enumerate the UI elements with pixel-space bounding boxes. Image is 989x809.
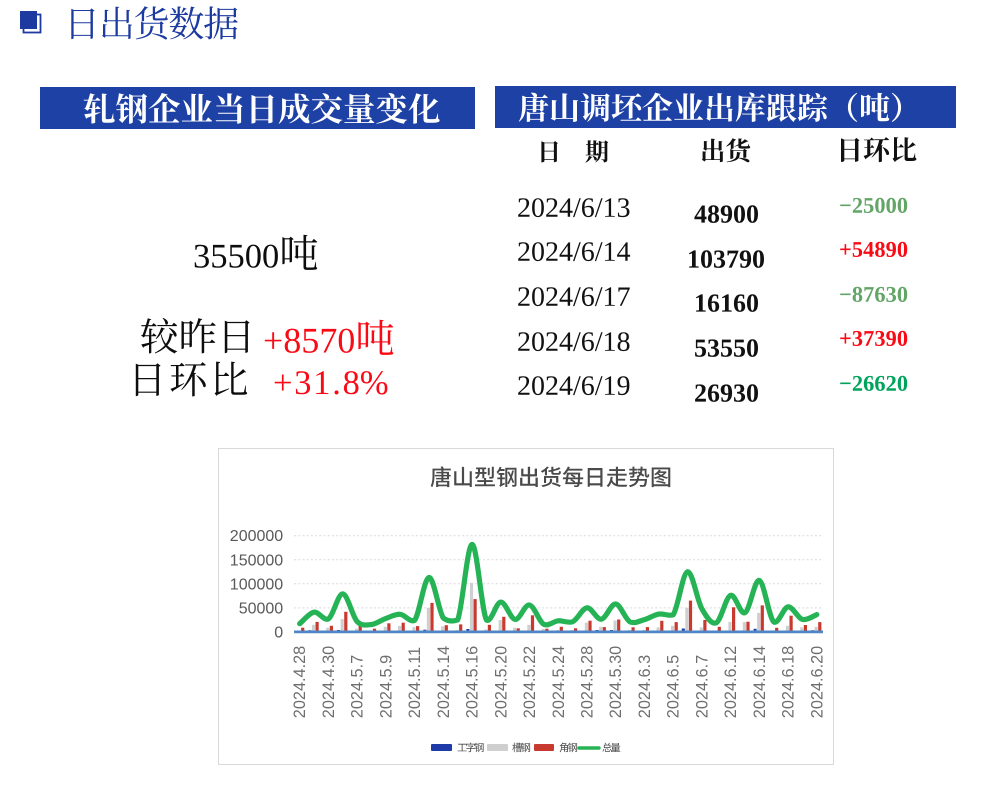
- svg-text:2024.5.7: 2024.5.7: [349, 655, 367, 718]
- svg-text:2024.5.14: 2024.5.14: [435, 646, 453, 718]
- svg-text:2024.6.7: 2024.6.7: [694, 655, 712, 718]
- svg-text:2024.4.30: 2024.4.30: [320, 646, 338, 718]
- svg-text:50000: 50000: [239, 601, 284, 618]
- svg-text:100000: 100000: [230, 577, 283, 594]
- svg-text:2024.6.3: 2024.6.3: [636, 655, 654, 718]
- svg-text:2024.5.22: 2024.5.22: [521, 646, 539, 718]
- svg-text:2024.5.9: 2024.5.9: [378, 655, 396, 718]
- svg-text:2024.5.28: 2024.5.28: [579, 646, 597, 718]
- svg-text:2024.5.11: 2024.5.11: [406, 647, 424, 718]
- svg-text:200000: 200000: [230, 528, 283, 545]
- svg-text:2024.6.12: 2024.6.12: [722, 646, 740, 718]
- svg-text:2024.6.18: 2024.6.18: [780, 646, 798, 718]
- svg-text:2024.5.20: 2024.5.20: [493, 646, 511, 718]
- svg-text:0: 0: [275, 625, 284, 642]
- svg-text:2024.6.20: 2024.6.20: [809, 646, 827, 718]
- svg-text:2024.6.5: 2024.6.5: [665, 655, 683, 718]
- svg-text:2024.5.16: 2024.5.16: [464, 646, 482, 718]
- svg-text:2024.4.28: 2024.4.28: [291, 646, 309, 718]
- svg-text:2024.5.30: 2024.5.30: [607, 646, 625, 718]
- svg-text:2024.5.24: 2024.5.24: [550, 646, 568, 718]
- svg-text:150000: 150000: [230, 553, 283, 570]
- svg-text:2024.6.14: 2024.6.14: [751, 646, 769, 718]
